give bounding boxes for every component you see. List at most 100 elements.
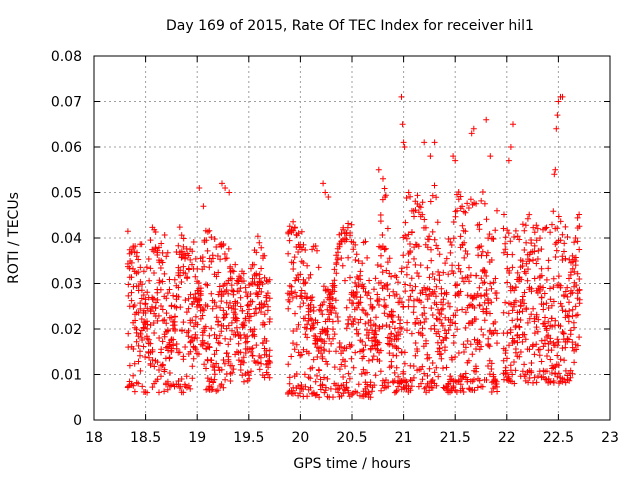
data-point bbox=[297, 303, 304, 310]
data-point bbox=[345, 254, 352, 261]
data-point bbox=[127, 258, 134, 264]
data-point bbox=[360, 353, 367, 360]
data-point bbox=[540, 301, 547, 308]
data-point bbox=[211, 331, 218, 338]
data-point bbox=[251, 279, 258, 286]
data-point bbox=[331, 305, 338, 312]
data-point bbox=[264, 360, 271, 367]
data-point bbox=[324, 361, 331, 368]
data-point bbox=[265, 371, 271, 378]
data-point bbox=[225, 341, 232, 348]
data-point bbox=[150, 320, 157, 326]
data-point bbox=[350, 289, 357, 296]
data-point bbox=[492, 227, 499, 234]
data-point bbox=[133, 326, 140, 333]
data-point bbox=[422, 224, 429, 231]
data-point bbox=[381, 185, 388, 192]
data-point bbox=[541, 290, 548, 297]
data-point bbox=[164, 249, 171, 256]
data-point bbox=[336, 243, 343, 250]
data-point bbox=[501, 211, 507, 218]
data-point bbox=[514, 309, 521, 316]
data-point bbox=[462, 309, 469, 316]
data-point bbox=[187, 338, 194, 345]
data-point bbox=[297, 385, 304, 392]
data-point bbox=[452, 354, 459, 360]
data-point bbox=[192, 273, 199, 280]
data-point bbox=[400, 370, 407, 377]
data-point bbox=[401, 144, 408, 150]
data-point bbox=[431, 236, 438, 243]
data-point bbox=[360, 366, 367, 373]
data-point bbox=[376, 358, 383, 364]
data-point bbox=[137, 367, 144, 374]
data-point bbox=[266, 374, 273, 381]
data-point bbox=[258, 288, 265, 295]
data-point bbox=[379, 232, 386, 238]
data-point bbox=[505, 230, 512, 237]
data-point bbox=[223, 325, 230, 332]
data-point bbox=[486, 231, 493, 238]
data-point bbox=[557, 374, 564, 381]
data-point bbox=[493, 290, 500, 296]
data-point bbox=[412, 352, 419, 359]
data-point bbox=[320, 180, 327, 187]
data-point bbox=[433, 382, 440, 389]
data-point bbox=[261, 311, 268, 318]
data-point bbox=[447, 322, 454, 329]
data-point bbox=[407, 193, 414, 200]
data-point bbox=[215, 364, 222, 371]
data-point bbox=[462, 248, 469, 254]
data-point bbox=[572, 262, 579, 269]
data-point bbox=[466, 264, 472, 271]
data-point bbox=[388, 338, 395, 344]
data-point bbox=[544, 353, 550, 359]
data-point bbox=[203, 345, 209, 352]
data-point bbox=[559, 378, 566, 385]
data-point bbox=[378, 252, 384, 259]
data-point bbox=[355, 258, 362, 264]
data-point bbox=[531, 248, 538, 255]
data-point bbox=[429, 271, 436, 277]
data-point bbox=[182, 255, 188, 262]
data-point bbox=[168, 348, 175, 355]
data-point bbox=[504, 279, 511, 286]
data-point bbox=[561, 293, 568, 300]
data-point bbox=[560, 330, 567, 337]
data-point bbox=[182, 297, 189, 304]
data-point bbox=[545, 257, 552, 264]
data-point bbox=[445, 271, 452, 278]
data-point bbox=[438, 306, 445, 313]
data-point bbox=[382, 245, 389, 252]
data-point bbox=[323, 384, 329, 391]
data-point bbox=[443, 335, 450, 342]
data-point bbox=[293, 231, 300, 238]
data-point bbox=[206, 264, 213, 271]
data-point bbox=[562, 223, 569, 230]
data-point bbox=[249, 352, 256, 359]
data-point bbox=[443, 289, 450, 296]
data-point bbox=[492, 275, 499, 282]
data-point bbox=[261, 301, 268, 308]
data-point bbox=[389, 318, 396, 325]
data-point bbox=[460, 227, 467, 234]
data-point bbox=[175, 378, 182, 384]
data-point bbox=[350, 321, 357, 328]
data-point bbox=[549, 221, 555, 228]
data-point bbox=[464, 376, 471, 383]
data-point bbox=[398, 299, 405, 306]
data-point bbox=[350, 246, 357, 253]
data-point bbox=[353, 283, 360, 290]
data-point bbox=[452, 320, 459, 327]
data-point bbox=[142, 310, 149, 316]
data-point bbox=[500, 309, 507, 316]
data-point bbox=[164, 327, 171, 334]
data-point bbox=[175, 242, 182, 249]
data-point bbox=[410, 303, 417, 310]
data-point bbox=[500, 225, 507, 232]
data-point bbox=[219, 180, 225, 187]
data-point bbox=[460, 341, 467, 348]
data-point bbox=[244, 293, 251, 300]
data-point bbox=[367, 295, 374, 302]
data-point bbox=[147, 237, 154, 244]
